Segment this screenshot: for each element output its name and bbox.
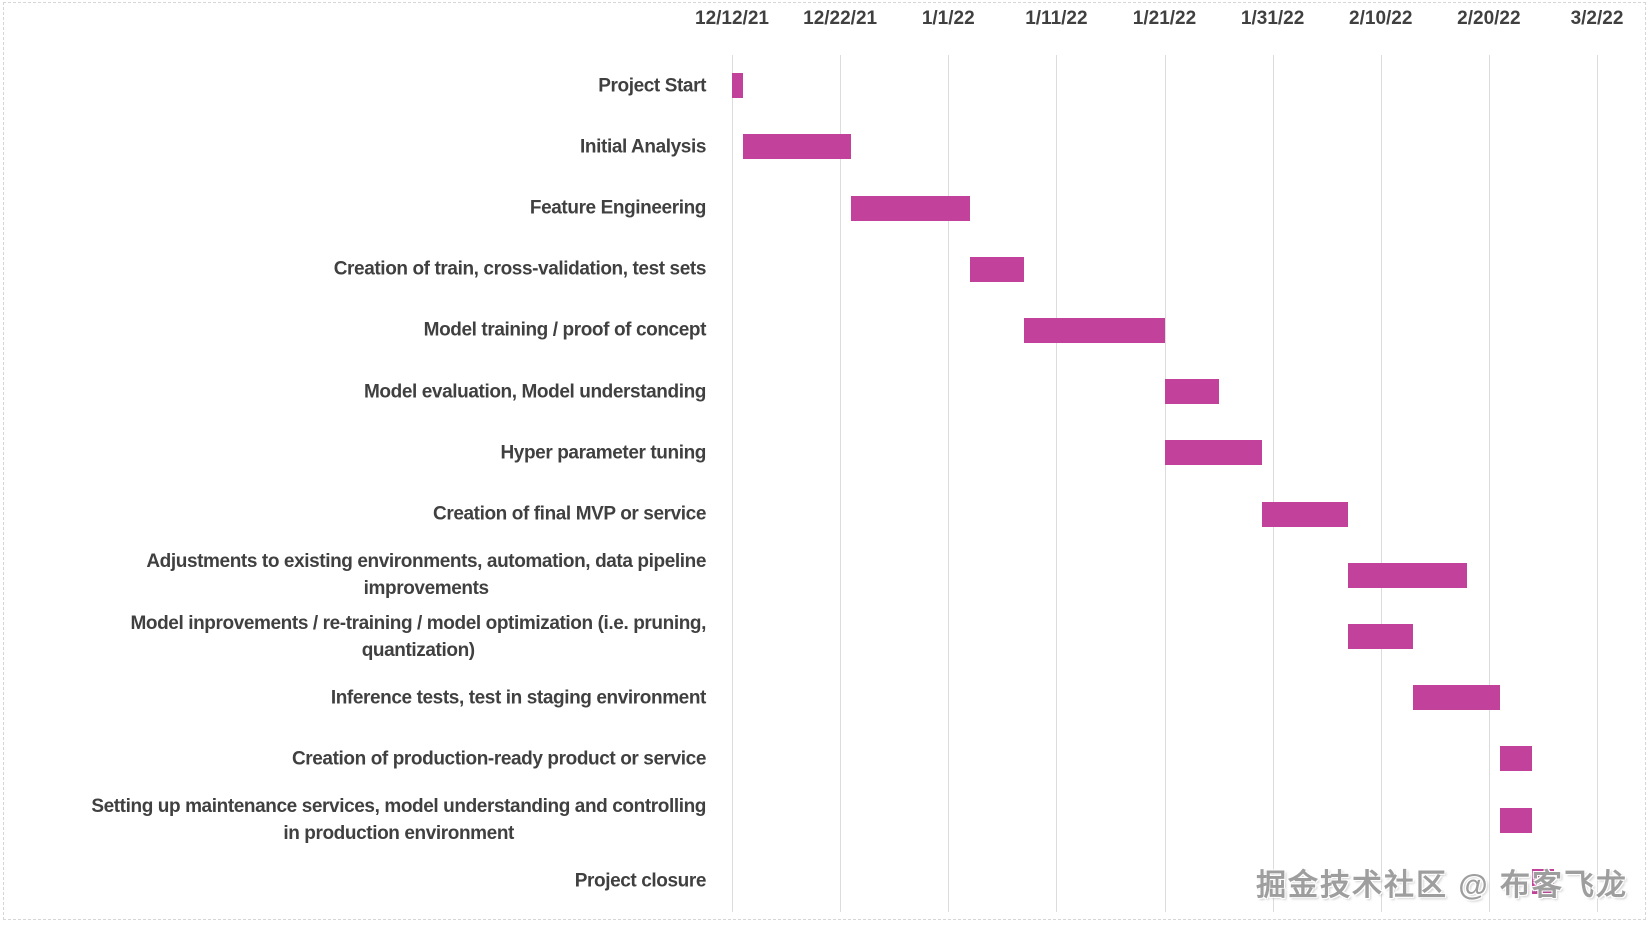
task-label: Model inprovements / re-training / model… xyxy=(130,610,706,664)
axis-tick-label: 1/11/22 xyxy=(1025,8,1088,29)
gridline xyxy=(1164,55,1166,912)
task-label: Initial Analysis xyxy=(580,133,706,160)
task-label-line: improvements xyxy=(363,578,489,600)
task-label: Feature Engineering xyxy=(529,195,707,222)
gantt-bar xyxy=(1348,624,1414,650)
axis-tick-label: 2/20/22 xyxy=(1457,8,1521,29)
gridline xyxy=(1597,55,1598,912)
task-label-line: Adjustments to existing environments, au… xyxy=(146,551,706,573)
task-label: Creation of production-ready product or … xyxy=(292,745,706,772)
axis-tick-label: 2/10/22 xyxy=(1349,8,1413,29)
task-label-line: Inference tests, test in staging environ… xyxy=(330,687,707,709)
task-label-line: Model evaluation, Model understanding xyxy=(364,381,706,403)
task-label: Inference tests, test in staging environ… xyxy=(330,684,707,711)
task-label-line: quantization) xyxy=(361,639,475,661)
watermark: 掘金技术社区 @ 布客飞龙 xyxy=(1256,869,1628,902)
gantt-bar xyxy=(1261,501,1349,527)
gantt-bar xyxy=(742,134,851,160)
gridline xyxy=(840,55,842,912)
gantt-bar xyxy=(1164,379,1219,405)
gantt-bar xyxy=(1413,685,1500,711)
gantt-bar xyxy=(1164,440,1262,466)
task-label: Creation of final MVP or service xyxy=(433,501,706,528)
task-label: Model training / proof of concept xyxy=(423,317,707,344)
task-label-line: Creation of production-ready product or … xyxy=(291,748,706,770)
task-label-line: in production environment xyxy=(283,823,514,845)
axis-tick-label: 1/21/22 xyxy=(1132,8,1197,29)
task-label-line: Creation of train, cross-validation, tes… xyxy=(333,258,707,280)
gantt-bar xyxy=(1499,746,1533,772)
axis-tick-label: 1/1/22 xyxy=(921,8,975,29)
gantt-bar xyxy=(850,195,970,221)
gridline xyxy=(1380,55,1382,912)
task-label: Hyper parameter tuning xyxy=(500,439,706,466)
task-label-line: Setting up maintenance services, model u… xyxy=(91,796,706,818)
task-label: Setting up maintenance services, model u… xyxy=(91,793,706,847)
task-label-line: Project Start xyxy=(598,75,706,97)
task-label-line: Initial Analysis xyxy=(580,136,706,158)
task-label: Model evaluation, Model understanding xyxy=(364,378,706,405)
gantt-bar xyxy=(1023,317,1165,343)
task-label-line: Creation of final MVP or service xyxy=(433,503,706,525)
gantt-bar xyxy=(969,256,1024,282)
gridline xyxy=(1056,55,1058,912)
task-label: Creation of train, cross-validation, tes… xyxy=(333,256,707,283)
task-label-line: Feature Engineering xyxy=(529,197,707,219)
gantt-bar xyxy=(732,73,743,99)
axis-tick-label: 1/31/22 xyxy=(1240,8,1305,29)
axis-tick-label: 12/12/21 xyxy=(695,8,769,29)
gridline xyxy=(1272,55,1274,912)
task-label-line: Hyper parameter tuning xyxy=(500,442,706,464)
gridline xyxy=(948,55,950,912)
gantt-bar xyxy=(1499,807,1533,833)
task-label-line: Project closure xyxy=(574,870,707,892)
gantt-bar xyxy=(1348,562,1468,588)
task-label: Adjustments to existing environments, au… xyxy=(146,548,706,602)
task-label: Project closure xyxy=(574,868,707,895)
task-label-line: Model training / proof of concept xyxy=(423,319,707,341)
task-label-line: Model inprovements / re-training / model… xyxy=(130,612,706,634)
axis-tick-label: 3/2/22 xyxy=(1570,8,1624,29)
task-label: Project Start xyxy=(598,72,706,99)
gridline xyxy=(732,55,733,912)
gantt-bar xyxy=(1532,868,1554,894)
gridline xyxy=(1488,55,1490,912)
axis-tick-label: 12/22/21 xyxy=(803,8,878,29)
